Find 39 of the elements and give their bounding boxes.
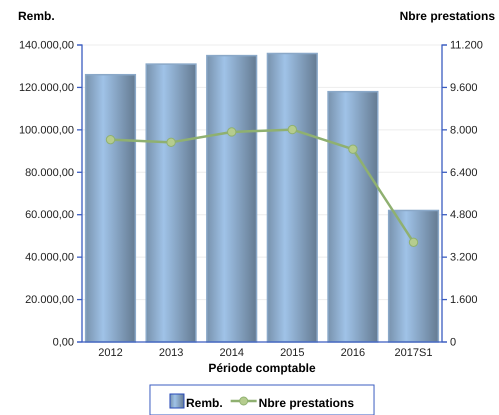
y2-tick-label: 11.200 — [450, 40, 483, 52]
y-tick-label: 100.000,00 — [18, 124, 74, 136]
y-tick-label: 60.000,00 — [25, 209, 74, 222]
y2-tick-label: 1.600 — [450, 294, 478, 306]
bar — [327, 90, 379, 343]
y2-tick-label: 3.200 — [450, 252, 478, 264]
y-tick-label: 40.000,00 — [25, 252, 74, 264]
y-tick-label: 0,00 — [52, 336, 74, 349]
y2-tick-label: 4.800 — [450, 209, 478, 222]
point — [408, 238, 418, 247]
legend-label: Nbre prestations — [258, 396, 354, 410]
x-tick-label: 2014 — [219, 346, 244, 359]
point — [288, 124, 297, 134]
point — [227, 127, 236, 137]
y-tick-label: 20.000,00 — [25, 294, 74, 306]
point — [348, 144, 358, 154]
x-axis-title: Période comptable — [208, 361, 316, 375]
y-tick-label: 140.000,00 — [18, 40, 74, 52]
x-tick-label: 2015 — [280, 346, 305, 359]
point — [166, 138, 176, 147]
x-tick-label: 2017S1 — [394, 346, 432, 359]
point — [106, 134, 116, 144]
bar — [145, 63, 197, 343]
y-tick-label: 80.000,00 — [25, 166, 74, 179]
bar — [266, 52, 318, 343]
bar — [388, 210, 440, 343]
y2-axis-title: Nbre prestations — [400, 9, 496, 23]
y-tick-label: 120.000,00 — [18, 82, 74, 94]
y-axis-title: Remb. — [18, 9, 55, 23]
x-tick-label: 2012 — [98, 346, 123, 359]
x-tick-label: 2013 — [158, 346, 184, 359]
y2-tick-label: 8.000 — [450, 124, 478, 136]
y2-tick-label: 0 — [450, 336, 456, 349]
bar — [206, 54, 258, 343]
legend-label: Remb. — [186, 396, 223, 410]
bar — [84, 74, 136, 343]
y2-tick-label: 9.600 — [450, 82, 478, 94]
x-tick-label: 2016 — [340, 346, 366, 359]
y2-tick-label: 6.400 — [450, 166, 478, 179]
